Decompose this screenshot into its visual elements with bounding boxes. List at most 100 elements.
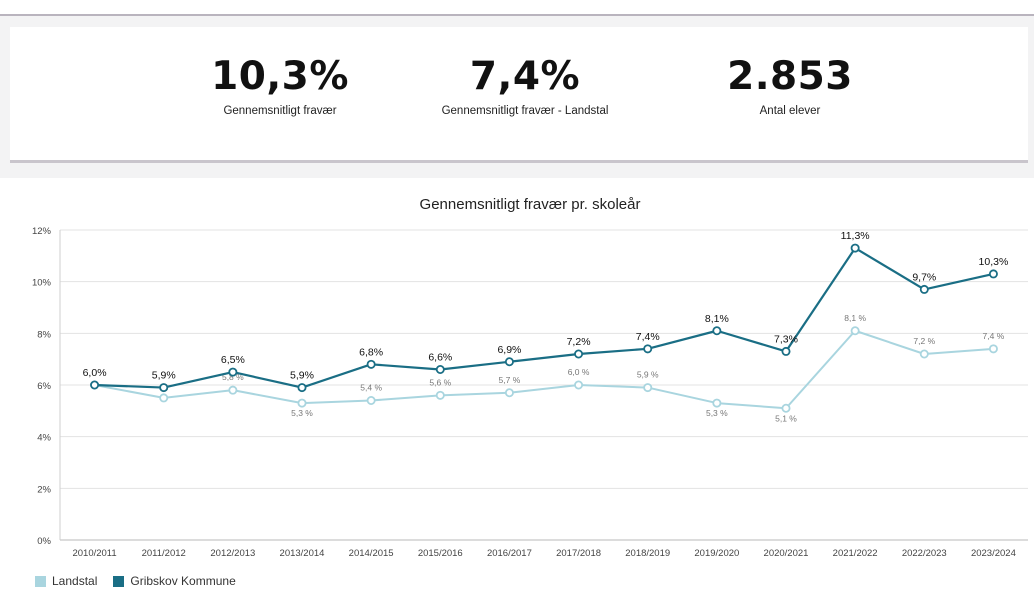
x-tick-label: 2013/2014 (280, 548, 325, 559)
x-tick-label: 2022/2023 (902, 548, 947, 559)
kpi-label: Antal elever (759, 105, 821, 117)
kpi-average-absence: 10,3% Gennemsnitligt fravær (170, 54, 390, 118)
legend: Landstal Gribskov Kommune (35, 574, 252, 588)
line-chart: Gennemsnitligt fravær pr. skoleår 0% 2% 4%… (32, 196, 1028, 559)
data-label: 5,6 % (429, 377, 451, 387)
data-label: 6,0 % (568, 367, 590, 377)
x-tick-label: 2015/2016 (418, 548, 463, 559)
x-tick-label: 2020/2021 (764, 548, 809, 559)
data-label: 6,9% (497, 344, 521, 356)
data-point[interactable] (504, 357, 514, 367)
series-gribskov: 6,0% 5,9% 6,5% 5,9% 6,8% 6,6% 6,9% 7,2% 7,4% 8,1%… (83, 230, 1009, 393)
data-point[interactable] (297, 398, 307, 408)
data-point[interactable] (850, 326, 860, 336)
data-point[interactable] (712, 398, 722, 408)
data-label: 6,6% (428, 352, 452, 364)
data-label: 5,9% (152, 370, 176, 382)
data-point[interactable] (366, 359, 376, 369)
data-label: 6,0% (83, 367, 107, 379)
legend-swatch (113, 575, 125, 587)
data-label: 5,8 % (222, 372, 244, 382)
x-tick-label: 2011/2012 (142, 548, 186, 559)
y-tick-label: 8% (37, 329, 51, 340)
data-point[interactable] (643, 383, 653, 393)
data-point[interactable] (297, 383, 307, 393)
kpi-student-count: 2.853 Antal elever (700, 54, 880, 118)
legend-label: Gribskov Kommune (130, 574, 236, 588)
x-tick-label: 2021/2022 (833, 548, 878, 559)
y-tick-label: 10% (32, 278, 52, 289)
data-label: 5,4 % (360, 383, 382, 393)
x-tick-label: 2023/2024 (971, 548, 1016, 559)
data-point[interactable] (712, 326, 722, 336)
series-layer: 5,8 % 5,3 % 5,4 % 5,6 % 5,7 % 6,0 % 5,9 % 5,3 %… (83, 230, 1009, 423)
data-label: 7,3% (774, 333, 798, 345)
x-tick-label: 2010/2011 (72, 548, 116, 559)
data-label: 7,4% (636, 331, 660, 343)
data-point[interactable] (781, 403, 791, 413)
data-point[interactable] (228, 367, 238, 377)
legend-item-gribskov[interactable]: Gribskov Kommune (113, 574, 236, 588)
series-landstal: 5,8 % 5,3 % 5,4 % 5,6 % 5,7 % 6,0 % 5,9 % 5,3 %… (90, 313, 1005, 423)
data-point[interactable] (159, 393, 169, 403)
kpi-national-absence: 7,4% Gennemsnitligt fravær - Landstal (405, 54, 645, 118)
legend-label: Landstal (52, 574, 98, 588)
data-point[interactable] (850, 243, 860, 253)
x-tick-label: 2014/2015 (349, 548, 394, 559)
data-point[interactable] (988, 269, 998, 279)
data-label: 5,9% (290, 370, 314, 382)
data-point[interactable] (228, 385, 238, 395)
data-label: 5,3 % (291, 408, 313, 418)
y-tick-label: 4% (37, 433, 51, 444)
y-tick-label: 2% (37, 484, 51, 495)
data-point[interactable] (435, 390, 445, 400)
y-tick-label: 0% (37, 536, 51, 547)
series-line (94, 246, 994, 389)
data-point[interactable] (504, 388, 514, 398)
x-axis: 2010/2011 2011/2012 2012/2013 2013/2014 2014… (72, 548, 1015, 559)
data-point[interactable] (919, 349, 929, 359)
grid-layer (59, 229, 1028, 541)
top-strip (0, 0, 1034, 16)
data-point[interactable] (574, 349, 584, 359)
legend-swatch (35, 575, 46, 587)
kpi-label: Gennemsnitligt fravær - Landstal (441, 105, 609, 117)
chart-title: Gennemsnitligt fravær pr. skoleår (420, 196, 641, 213)
data-label: 8,1% (705, 313, 729, 325)
data-label: 5,9 % (637, 370, 659, 380)
data-label: 7,2% (567, 336, 591, 348)
data-label: 7,2 % (913, 336, 935, 346)
data-point[interactable] (781, 346, 791, 356)
y-tick-label: 12% (32, 226, 52, 237)
data-label: 10,3% (979, 256, 1009, 268)
data-label: 5,1 % (775, 413, 797, 423)
chart-panel: Gennemsnitligt fravær pr. skoleår 0% 2% 4%… (0, 178, 1034, 589)
data-point[interactable] (988, 344, 998, 354)
y-tick-label: 6% (37, 381, 51, 392)
data-point[interactable] (366, 395, 376, 405)
series-line (94, 329, 994, 410)
data-label: 9,7% (912, 271, 936, 283)
y-axis: 0% 2% 4% 6% 8% 10% 12% (32, 226, 52, 547)
data-label: 11,3% (841, 230, 870, 242)
kpi-value: 2.853 (727, 54, 853, 99)
data-label: 8,1 % (844, 313, 866, 323)
x-tick-label: 2016/2017 (487, 548, 532, 559)
data-point[interactable] (90, 380, 100, 390)
kpi-label: Gennemsnitligt fravær (223, 105, 337, 117)
legend-item-landstal[interactable]: Landstal (35, 574, 97, 588)
kpi-value: 7,4% (469, 54, 581, 99)
x-tick-label: 2017/2018 (556, 548, 601, 559)
data-point[interactable] (159, 383, 169, 393)
data-label: 6,5% (221, 354, 245, 366)
data-point[interactable] (643, 344, 653, 354)
data-label: 5,3 % (706, 408, 728, 418)
kpi-panel: 10,3% Gennemsnitligt fravær 7,4% Gennems… (10, 27, 1028, 163)
data-point[interactable] (435, 364, 445, 374)
data-label: 5,7 % (499, 375, 521, 385)
kpi-value: 10,3% (211, 54, 349, 99)
x-tick-label: 2018/2019 (625, 548, 670, 559)
data-point[interactable] (574, 380, 584, 390)
data-label: 7,4 % (983, 331, 1005, 341)
data-point[interactable] (919, 284, 929, 294)
